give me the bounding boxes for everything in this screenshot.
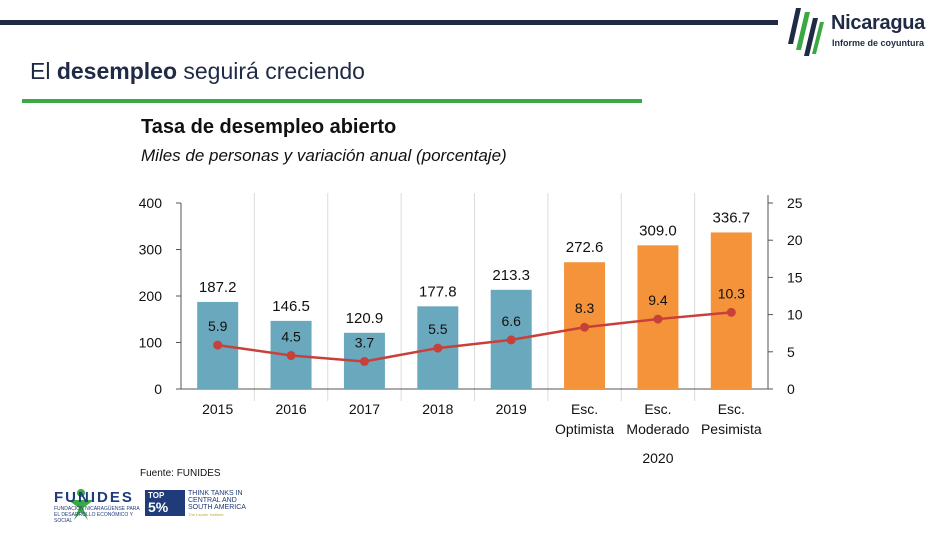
brand-name: Nicaragua (831, 12, 926, 34)
bar-value-label: 187.2 (199, 279, 237, 296)
y-left-tick-label: 400 (139, 195, 163, 211)
y-right-tick-label: 25 (787, 195, 803, 211)
slide-title-emphasis: desempleo (56, 58, 177, 84)
y-right-tick-label: 20 (787, 232, 803, 248)
rate-value-label: 6.6 (501, 313, 521, 329)
rate-point (653, 314, 663, 324)
y-left-tick-label: 100 (139, 335, 163, 351)
x-tick-label: Esc. (718, 401, 745, 417)
header-rule (0, 20, 778, 25)
x-tick-label: Esc. (644, 401, 671, 417)
nicaragua-logo-icon (788, 8, 824, 56)
slide-title-start: El (30, 58, 57, 84)
rate-value-label: 9.4 (648, 292, 668, 308)
x-tick-label: 2018 (422, 401, 453, 417)
scenario-group-label: 2020 (642, 450, 673, 466)
funides-name: FUNIDES (54, 489, 134, 506)
bar-value-label: 177.8 (419, 283, 457, 300)
y-left-tick-label: 0 (154, 381, 162, 397)
think-tank-badge: TOP 5% (145, 490, 185, 516)
funides-subtitle: FUNDACIÓN NICARAGÜENSE PARA EL DESARROLL… (54, 506, 140, 524)
x-tick-label: Moderado (626, 421, 689, 437)
rate-value-label: 3.7 (355, 334, 375, 350)
rate-point (359, 356, 369, 366)
bar-value-label: 336.7 (713, 209, 751, 226)
rate-point (433, 343, 443, 353)
bar-value-label: 120.9 (346, 310, 384, 327)
chart-subtitle: Miles de personas y variación anual (por… (141, 146, 507, 165)
think-tank-text: THINK TANKS IN CENTRAL AND SOUTH AMERICA (188, 490, 246, 511)
y-right-tick-label: 10 (787, 307, 803, 323)
rate-line (217, 311, 732, 363)
y-left-tick-label: 200 (139, 288, 163, 304)
x-tick-label: 2017 (349, 401, 380, 417)
rate-point (506, 335, 516, 345)
rate-point (213, 340, 223, 350)
think-tank-subtext: The Lauder Institute (188, 512, 224, 517)
rate-point (286, 351, 296, 361)
y-right-tick-label: 15 (787, 269, 803, 285)
x-tick-label: Optimista (555, 421, 614, 437)
chart-title: Tasa de desempleo abierto (141, 116, 397, 138)
source-note: Fuente: FUNIDES (140, 468, 221, 479)
slide-title-end: seguirá creciendo (177, 58, 365, 84)
rate-value-label: 5.9 (208, 318, 228, 334)
bar-value-label: 146.5 (272, 298, 310, 315)
x-tick-label: 2016 (275, 401, 306, 417)
rate-value-label: 8.3 (575, 300, 595, 316)
x-tick-label: Pesimista (701, 421, 762, 437)
y-right-tick-label: 5 (787, 344, 795, 360)
y-left-tick-label: 300 (139, 242, 163, 258)
rate-value-label: 5.5 (428, 321, 448, 337)
bar-value-label: 272.6 (566, 239, 604, 256)
bar-value-label: 213.3 (492, 267, 530, 284)
rate-value-label: 10.3 (718, 285, 745, 301)
brand-tagline: Informe de coyuntura (832, 38, 925, 48)
x-tick-label: 2019 (496, 401, 527, 417)
bar-value-label: 309.0 (639, 222, 677, 239)
x-tick-label: 2015 (202, 401, 233, 417)
think-tank-percent: 5% (148, 499, 169, 515)
x-tick-label: Esc. (571, 401, 598, 417)
think-tank-top: TOP (148, 491, 165, 500)
rate-value-label: 4.5 (281, 329, 301, 345)
title-underline (22, 99, 642, 103)
funides-logo-icon (68, 489, 94, 520)
y-right-tick-label: 0 (787, 381, 795, 397)
rate-point (580, 322, 590, 332)
rate-point (726, 307, 736, 317)
slide-title: El desempleo seguirá creciendo (30, 58, 365, 85)
